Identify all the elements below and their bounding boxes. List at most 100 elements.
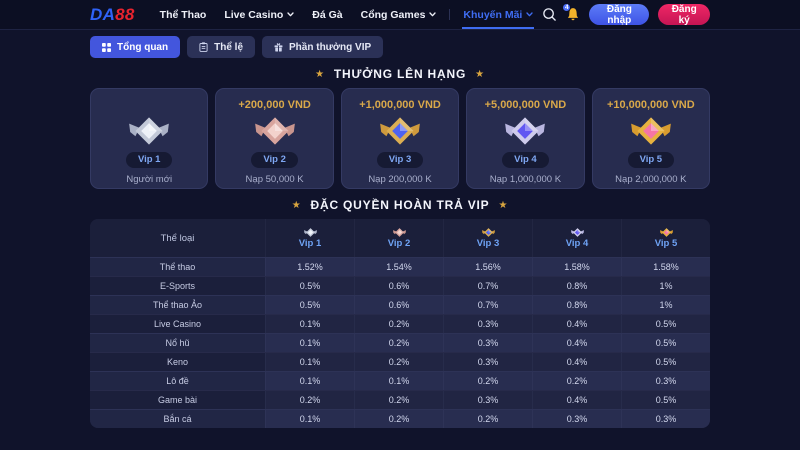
rate-cell: 0.2% [354, 334, 443, 352]
vip-requirement: Nạp 1,000,000 K [489, 174, 562, 185]
category-cell: Nổ hũ [90, 334, 265, 352]
column-header-vip-1: Vip 1 [265, 219, 354, 257]
column-header-vip-4: Vip 4 [532, 219, 621, 257]
vip-medal-icon [628, 114, 674, 148]
brand-logo[interactable]: DA88 [90, 5, 135, 25]
chevron-down-icon [526, 12, 534, 17]
category-cell: Bắn cá [90, 410, 265, 428]
table-row: Thể thao 1.52% 1.54% 1.56% 1.58% 1.58% [90, 257, 710, 276]
rate-cell: 0.2% [354, 353, 443, 371]
brand-logo-88: 88 [115, 4, 135, 24]
tab-rules[interactable]: Thể lệ [187, 36, 256, 58]
notifications-button[interactable]: 4 [562, 3, 580, 22]
tab-label: Phần thưởng VIP [289, 41, 372, 53]
vip-requirement: Nạp 2,000,000 K [615, 174, 687, 185]
table-row: Bắn cá 0.1% 0.2% 0.2% 0.3% 0.3% [90, 409, 710, 428]
rate-cell: 0.7% [443, 277, 532, 295]
vip-requirement: Người mới [126, 174, 173, 185]
vip-medal-icon [570, 227, 585, 238]
table-row: Lô đề 0.1% 0.1% 0.2% 0.2% 0.3% [90, 371, 710, 390]
vip-level-badge: Vip 2 [251, 152, 298, 168]
rate-cell: 0.4% [532, 353, 621, 371]
table-row: Keno 0.1% 0.2% 0.3% 0.4% 0.5% [90, 352, 710, 371]
register-button[interactable]: Đăng ký [658, 4, 710, 26]
vip-level-badge: Vip 4 [502, 152, 549, 168]
tab-label: Thể lệ [214, 41, 244, 53]
nav-item-sports[interactable]: Thể Thao [151, 0, 216, 29]
brand-logo-da: DA [90, 4, 116, 24]
chevron-down-icon [429, 12, 437, 17]
column-header-label: Vip 4 [565, 238, 589, 249]
rate-cell: 0.2% [354, 315, 443, 333]
nav-item-label: Đá Gà [312, 8, 343, 21]
rate-cell: 0.2% [443, 410, 532, 428]
vip-cards-row: Vip 1 Người mới +200,000 VND Vip 2 Nạp 50,00… [90, 88, 711, 189]
column-header-label: Vip 2 [387, 238, 411, 249]
vip-medal-icon [659, 227, 674, 238]
nav-item-promotions[interactable]: Khuyến Mãi [454, 0, 542, 29]
rate-cell: 0.2% [354, 391, 443, 409]
nav-item-cockfight[interactable]: Đá Gà [303, 0, 351, 29]
vip-medal-icon [377, 114, 423, 148]
rate-cell: 1% [621, 277, 710, 295]
rate-cell: 0.3% [532, 410, 621, 428]
rate-cell: 0.4% [532, 334, 621, 352]
column-header-vip-5: Vip 5 [621, 219, 710, 257]
vip-level-badge: Vip 5 [627, 152, 675, 168]
vip-medal-icon [252, 114, 298, 148]
rate-cell: 0.3% [443, 353, 532, 371]
bonus-amount: +10,000,000 VND [606, 99, 695, 111]
rate-cell: 0.1% [265, 410, 354, 428]
vip-card-3: +1,000,000 VND Vip 3 Nạp 200,000 K [340, 88, 460, 189]
section-title-text: ĐẶC QUYỀN HOÀN TRẢ VIP [310, 198, 490, 212]
rate-cell: 0.1% [265, 334, 354, 352]
rate-cell: 0.5% [265, 277, 354, 295]
rate-cell: 0.8% [532, 277, 621, 295]
section-title-level-up: ★ THƯỞNG LÊN HẠNG ★ [90, 67, 710, 82]
table-row: Thể thao Ảo 0.5% 0.6% 0.7% 0.8% 1% [90, 295, 710, 314]
search-icon[interactable] [542, 7, 557, 22]
nav-item-label: Thể Thao [159, 8, 207, 21]
vip-card-2: +200,000 VND Vip 2 Nạp 50,000 K [215, 88, 334, 189]
rate-cell: 0.4% [532, 391, 621, 409]
tab-vip-rewards[interactable]: Phần thưởng VIP [262, 36, 384, 58]
star-icon: ★ [498, 200, 509, 211]
rate-cell: 0.4% [532, 315, 621, 333]
rate-cell: 0.5% [621, 353, 710, 371]
promo-content: Tổng quan Thể lệ Phần thưởng VIP ★ THƯỞNG L… [90, 30, 711, 428]
rate-cell: 0.5% [621, 315, 710, 333]
notification-badge: 4 [562, 3, 572, 12]
rate-cell: 1.58% [532, 258, 621, 276]
tab-label: Tổng quan [117, 41, 169, 53]
nav-item-live-casino[interactable]: Live Casino [215, 0, 303, 29]
rate-cell: 1.56% [443, 258, 532, 276]
rate-cell: 0.2% [532, 372, 621, 390]
rate-cell: 0.1% [354, 372, 443, 390]
star-icon: ★ [291, 200, 302, 211]
star-icon: ★ [315, 69, 325, 80]
column-header-vip-2: Vip 2 [354, 219, 443, 257]
login-button[interactable]: Đăng nhập [589, 4, 650, 26]
rate-cell: 0.3% [621, 410, 710, 428]
rate-cell: 1.54% [354, 258, 443, 276]
rate-cell: 0.3% [621, 372, 710, 390]
rate-cell: 1.52% [265, 258, 354, 276]
grid-icon [102, 42, 111, 52]
vip-medal-icon [392, 227, 407, 238]
rate-cell: 0.5% [621, 391, 710, 409]
column-header-vip-3: Vip 3 [443, 219, 532, 257]
nav-separator [449, 9, 451, 20]
column-header-label: Vip 5 [654, 238, 678, 249]
rate-cell: 0.3% [443, 315, 532, 333]
bonus-amount: +5,000,000 VND [484, 99, 567, 111]
vip-medal-icon [481, 227, 496, 238]
section-title-text: THƯỞNG LÊN HẠNG [333, 67, 467, 81]
rate-cell: 0.3% [443, 391, 532, 409]
tab-overview[interactable]: Tổng quan [90, 36, 181, 58]
cashback-table: Thể loại Vip 1 Vip 2 Vip 3 Vip 4 Vip 5 Thể tha… [90, 219, 710, 428]
rate-cell: 0.2% [354, 410, 443, 428]
vip-card-1: Vip 1 Người mới [90, 88, 209, 189]
nav-item-games[interactable]: Cổng Games [352, 0, 446, 29]
table-row: E-Sports 0.5% 0.6% 0.7% 0.8% 1% [90, 276, 710, 295]
